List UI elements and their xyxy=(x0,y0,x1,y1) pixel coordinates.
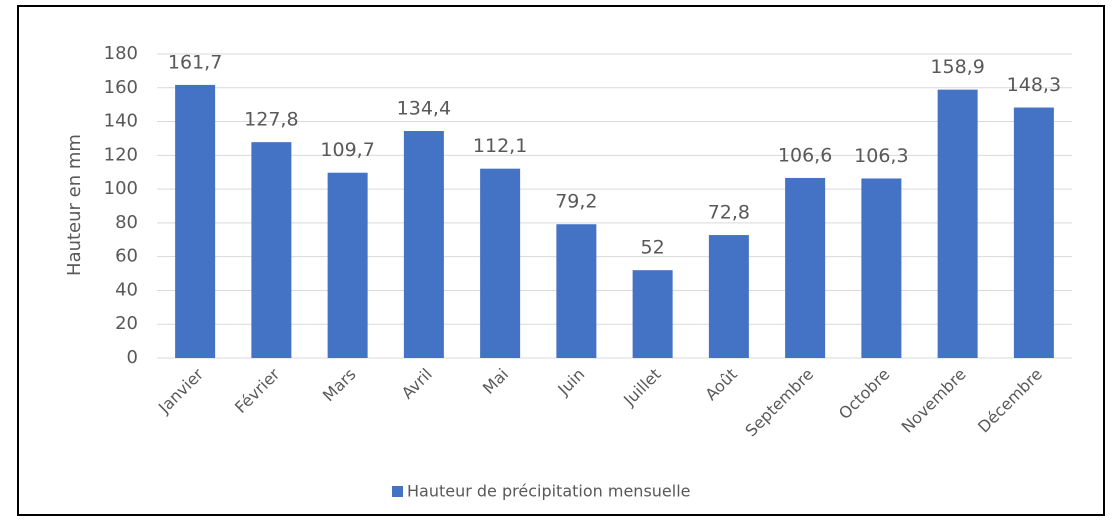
data-label: 72,8 xyxy=(708,202,750,224)
bar xyxy=(251,142,292,358)
data-label: 148,3 xyxy=(1007,74,1061,96)
y-tick-label: 40 xyxy=(115,279,138,300)
bar xyxy=(403,131,444,358)
bar xyxy=(175,84,216,358)
bar xyxy=(632,270,673,358)
bar xyxy=(327,172,368,358)
y-tick-label: 120 xyxy=(104,144,138,165)
bar xyxy=(1013,107,1054,358)
data-label: 106,3 xyxy=(854,145,908,167)
data-label: 134,4 xyxy=(397,98,451,120)
data-label: 158,9 xyxy=(930,56,984,78)
legend-label: Hauteur de précipitation mensuelle xyxy=(407,482,691,501)
data-label: 52 xyxy=(641,237,665,259)
data-label: 161,7 xyxy=(168,51,222,73)
y-tick-label: 80 xyxy=(115,212,138,233)
data-label: 109,7 xyxy=(320,139,374,161)
bar xyxy=(480,168,521,358)
data-label: 79,2 xyxy=(555,191,597,213)
bar xyxy=(785,177,826,358)
y-tick-label: 20 xyxy=(115,313,138,334)
data-label: 112,1 xyxy=(473,135,527,157)
bar xyxy=(861,178,902,358)
y-axis-title: Hauteur en mm xyxy=(64,134,85,276)
y-tick-label: 100 xyxy=(104,178,138,199)
y-tick-label: 140 xyxy=(104,111,138,132)
bar xyxy=(556,224,597,358)
y-tick-label: 60 xyxy=(115,246,138,267)
bar xyxy=(708,235,749,358)
data-label: 127,8 xyxy=(244,109,298,131)
bar xyxy=(937,89,978,358)
y-tick-label: 0 xyxy=(127,347,138,368)
data-label: 106,6 xyxy=(778,144,832,166)
legend-swatch xyxy=(392,486,403,497)
y-tick-label: 180 xyxy=(104,43,138,64)
y-tick-label: 160 xyxy=(104,77,138,98)
